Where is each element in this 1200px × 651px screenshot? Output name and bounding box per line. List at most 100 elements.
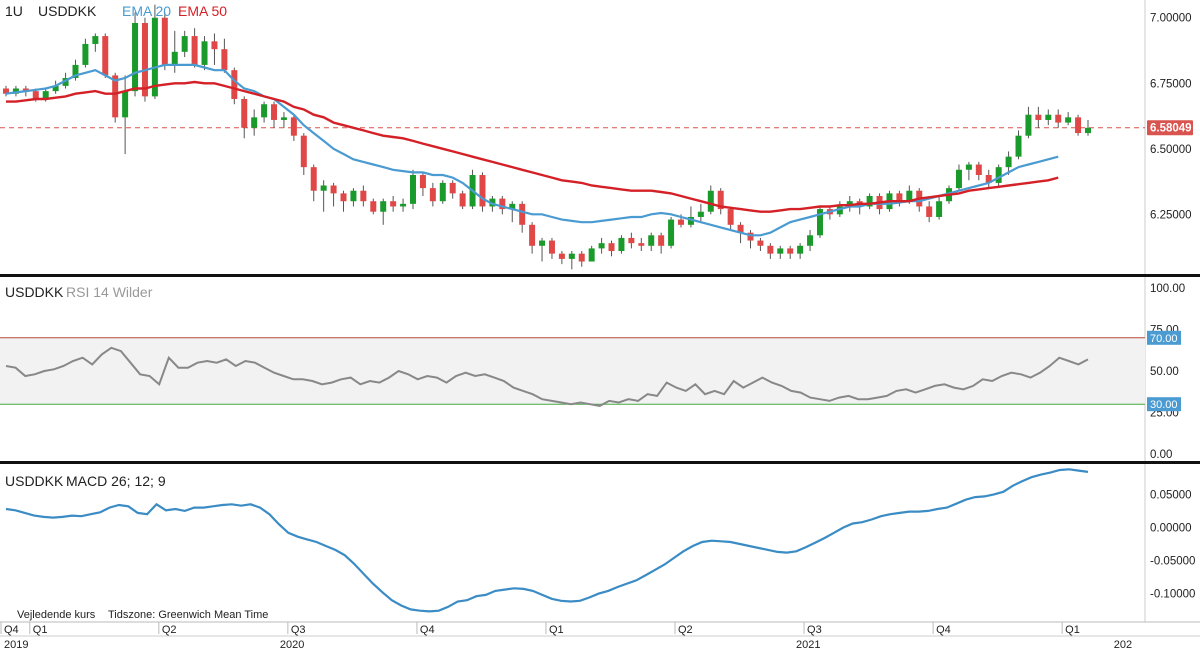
macd-tick-label: 0.05000 <box>1150 489 1192 501</box>
candle-up <box>320 185 327 191</box>
price-tick-label: 6.25000 <box>1150 209 1192 221</box>
footer-indicative-price: Vejledende kurs <box>17 609 96 621</box>
macd-panel[interactable]: 0.05000 0.00000 -0.05000 -0.10000 USDDKK MA… <box>5 468 1195 621</box>
candle-down <box>608 243 615 252</box>
candle-up <box>439 182 446 202</box>
candle-down <box>290 117 297 136</box>
rsi-title[interactable]: RSI 14 Wilder <box>66 284 153 300</box>
quarter-label: Q4 <box>420 624 435 636</box>
candle-up <box>201 41 208 65</box>
candle-up <box>965 164 972 170</box>
ema50-legend[interactable]: EMA 50 <box>178 3 227 19</box>
candle-up <box>668 219 675 246</box>
candle-up <box>955 169 962 189</box>
symbol-label[interactable]: USDDKK <box>38 3 97 19</box>
candle-up <box>72 64 79 79</box>
candle-up <box>906 190 913 202</box>
candle-down <box>459 193 466 207</box>
rsi-tick-label: 50.00 <box>1150 366 1179 378</box>
rsi-tick-label: 0.00 <box>1150 449 1172 461</box>
rsi-symbol-label[interactable]: USDDKK <box>5 284 64 300</box>
macd-line <box>5 468 1089 613</box>
candle-up <box>797 245 804 254</box>
candle-down <box>757 240 764 246</box>
interval-label[interactable]: 1U <box>5 3 23 19</box>
candle-up <box>618 237 625 252</box>
candle-down <box>985 175 992 183</box>
candle-down <box>32 91 39 99</box>
panel-divider-rsi-macd[interactable] <box>0 461 1200 464</box>
quarter-label: Q3 <box>291 624 306 636</box>
year-label: 2020 <box>280 639 304 651</box>
quarter-label: Q4 <box>4 624 19 636</box>
candle-up <box>42 91 49 99</box>
price-panel[interactable]: 7.00000 6.75000 6.50000 6.25000 6.58049 1U … <box>0 3 1193 270</box>
candle-up <box>936 201 943 217</box>
macd-tick-label: 0.00000 <box>1150 522 1192 534</box>
candle-down <box>340 193 347 202</box>
candle-down <box>370 201 377 212</box>
candle-down <box>161 17 168 65</box>
candle-down <box>578 253 585 262</box>
quarter-label: Q1 <box>1065 624 1080 636</box>
candle-up <box>251 117 258 128</box>
candle-down <box>300 135 307 168</box>
candle-up <box>648 235 655 246</box>
candle-down <box>767 245 774 254</box>
candle-up <box>539 240 546 246</box>
panel-divider-price-rsi[interactable] <box>0 274 1200 277</box>
candle-up <box>400 203 407 207</box>
candle-up <box>697 211 704 217</box>
time-axis[interactable]: Q4 Q1 Q2 Q3 Q4 Q1 Q2 Q3 Q4 Q1 2019 2020 2021 202 <box>0 622 1132 651</box>
candle-up <box>807 235 814 246</box>
candle-up <box>836 206 843 215</box>
candle-up <box>816 209 823 236</box>
candle-up <box>1005 156 1012 168</box>
rsi-30-label: 30.00 <box>1150 399 1178 411</box>
candle-up <box>62 78 69 86</box>
rsi-tick-label: 100.00 <box>1150 283 1185 295</box>
rsi-30-badge: 30.00 <box>1147 397 1181 412</box>
candle-up <box>687 216 694 225</box>
ema20-legend[interactable]: EMA 20 <box>122 3 171 19</box>
candle-down <box>558 253 565 259</box>
candle-down <box>429 188 436 202</box>
candle-down <box>519 203 526 225</box>
macd-y-axis: 0.05000 0.00000 -0.05000 -0.10000 <box>1150 489 1195 600</box>
candle-up <box>280 117 287 120</box>
rsi-70-label: 70.00 <box>1150 333 1178 345</box>
ema50-line <box>6 80 1059 213</box>
candle-up <box>489 198 496 207</box>
candle-up <box>151 17 158 97</box>
last-price-badge: 6.58049 <box>1147 120 1193 136</box>
candle-up <box>380 201 387 212</box>
candle-down <box>638 243 645 246</box>
candle-up <box>12 88 19 94</box>
candle-up <box>509 203 516 210</box>
candle-down <box>419 175 426 189</box>
year-label: 2019 <box>4 639 28 651</box>
macd-symbol-label[interactable]: USDDKK <box>5 473 64 489</box>
candle-down <box>529 224 536 246</box>
candle-down <box>479 175 486 207</box>
price-tick-label: 7.00000 <box>1150 13 1192 25</box>
price-tick-label: 6.50000 <box>1150 144 1192 156</box>
candle-up <box>1015 135 1022 157</box>
candle-up <box>132 22 139 92</box>
candle-down <box>787 248 794 254</box>
quarter-label: Q1 <box>549 624 564 636</box>
candle-up <box>846 201 853 207</box>
last-price-label: 6.58049 <box>1150 123 1192 135</box>
candle-down <box>141 22 148 97</box>
rsi-line <box>5 346 1089 407</box>
candle-up <box>92 36 99 44</box>
candle-down <box>360 190 367 202</box>
candle-up <box>122 91 129 118</box>
candle-up <box>1085 127 1091 134</box>
candle-down <box>1035 114 1042 120</box>
candle-down <box>1055 114 1062 123</box>
rsi-overbought-oversold-band <box>0 337 1145 405</box>
macd-title[interactable]: MACD 26; 12; 9 <box>66 473 166 489</box>
